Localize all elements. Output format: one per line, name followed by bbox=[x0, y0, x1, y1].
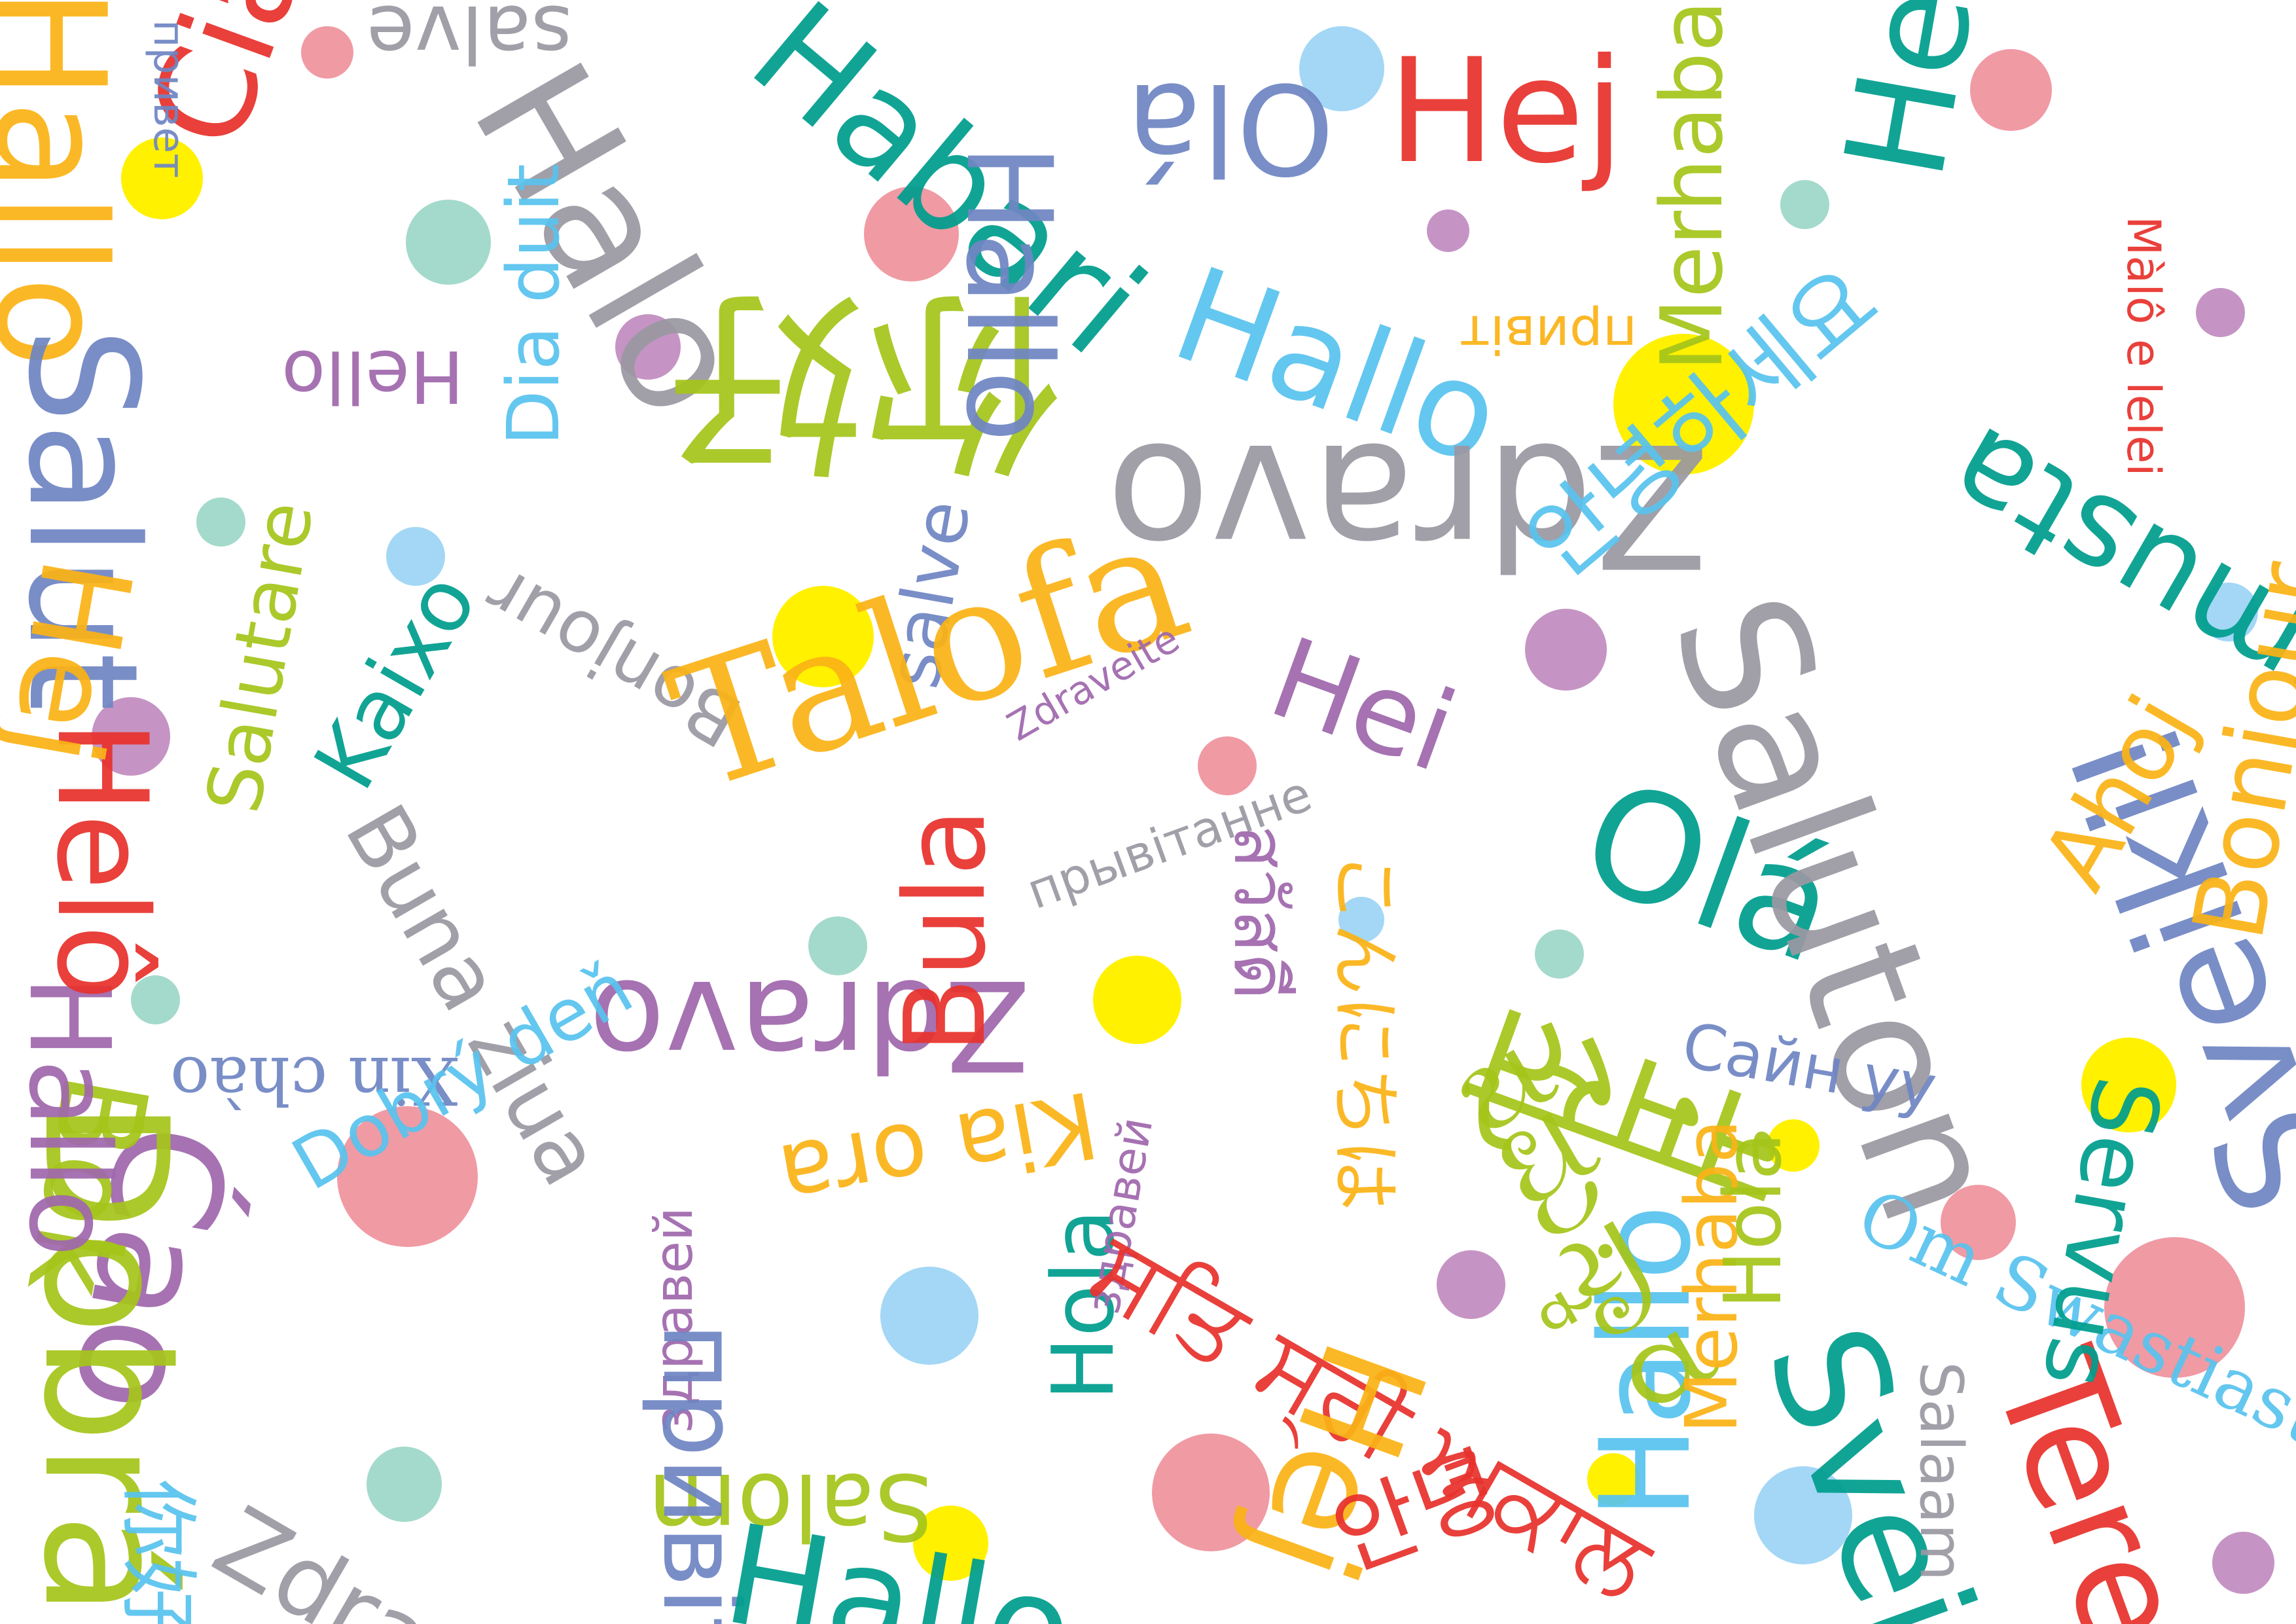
greeting-word: Hallo bbox=[0, 0, 137, 369]
dot-icon bbox=[1093, 956, 1181, 1044]
greeting-word: Màlô e lelei bbox=[2117, 216, 2170, 477]
greeting-word: привіт bbox=[1460, 304, 1638, 365]
dot-icon bbox=[301, 26, 353, 79]
dot-icon bbox=[2196, 288, 2245, 337]
dot-icon bbox=[2104, 1237, 2245, 1378]
greeting-word: Hei bbox=[1255, 613, 1471, 798]
greeting-word: Hola bbox=[1708, 1132, 1799, 1309]
greeting-word: Merhaba bbox=[1642, 0, 1742, 372]
dot-icon bbox=[880, 1267, 978, 1365]
greeting-word: Hallo bbox=[940, 144, 1077, 442]
dot-icon bbox=[615, 314, 681, 380]
dot-icon bbox=[386, 527, 445, 586]
dot-icon bbox=[2081, 1038, 2176, 1132]
dot-icon bbox=[406, 200, 491, 285]
greeting-word: Salaam bbox=[1907, 1362, 1975, 1581]
dot-icon bbox=[1941, 1185, 2016, 1260]
dot-icon bbox=[913, 1506, 988, 1581]
greeting-word: 你好 bbox=[112, 1479, 203, 1624]
greeting-word: Hallo bbox=[713, 1494, 1085, 1624]
dot-icon bbox=[2212, 1532, 2274, 1594]
dot-icon bbox=[337, 1106, 478, 1247]
dot-icon bbox=[196, 497, 245, 547]
dot-icon bbox=[1437, 1250, 1505, 1319]
greeting-word: Hej bbox=[0, 548, 159, 775]
dot-icon bbox=[808, 916, 867, 975]
greeting-word: Hei bbox=[1814, 0, 2012, 190]
greeting-word: สวัสดี bbox=[1218, 825, 1302, 1000]
greeting-word: Dia duit bbox=[492, 164, 575, 446]
dot-icon bbox=[1613, 334, 1754, 475]
dot-icon bbox=[1338, 897, 1384, 943]
dot-icon bbox=[1587, 1453, 1640, 1506]
dot-icon bbox=[1780, 180, 1829, 229]
dot-icon bbox=[1754, 1466, 1852, 1564]
greeting-word: Kia ora bbox=[771, 1070, 1105, 1231]
greeting-word: Hej bbox=[1388, 27, 1624, 195]
dot-icon bbox=[1970, 49, 2052, 131]
greeting-word: salve bbox=[367, 0, 573, 79]
greeting-word: Bula bbox=[881, 808, 1011, 1054]
dot-icon bbox=[92, 697, 170, 776]
dot-icon bbox=[121, 137, 203, 219]
greeting-word: Hello bbox=[281, 334, 464, 418]
dot-icon bbox=[1535, 929, 1584, 979]
greeting-word: Olá bbox=[1126, 56, 1335, 200]
greeting-word: Hallo bbox=[4, 975, 134, 1257]
dot-icon bbox=[864, 187, 959, 281]
greeting-word: привет bbox=[144, 20, 193, 179]
dot-icon bbox=[1198, 736, 1257, 795]
dot-icon bbox=[1427, 209, 1469, 252]
dot-icon bbox=[131, 975, 180, 1024]
dot-icon bbox=[1152, 1434, 1270, 1551]
dot-icon bbox=[2199, 583, 2258, 641]
greeting-word: Kaixo bbox=[295, 556, 496, 806]
greeting-word: Zdravo bbox=[196, 1485, 554, 1624]
dot-icon bbox=[1525, 609, 1607, 691]
dot-icon bbox=[1299, 26, 1384, 111]
dot-icon bbox=[772, 586, 874, 687]
greeting-word: こんにちは bbox=[1323, 851, 1407, 1211]
dot-icon bbox=[367, 1447, 442, 1522]
dot-icon bbox=[1767, 1119, 1820, 1172]
